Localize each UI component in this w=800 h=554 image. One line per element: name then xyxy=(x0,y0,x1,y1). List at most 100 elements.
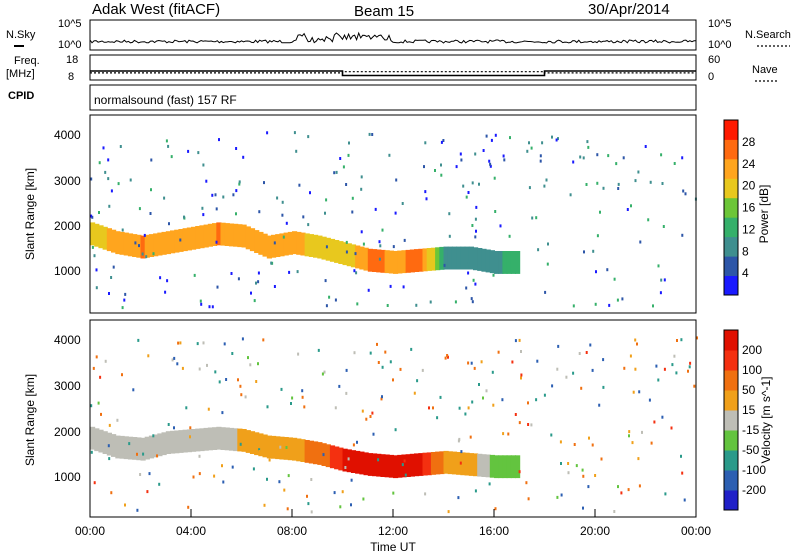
power-echo xyxy=(102,146,105,150)
velocity-echo xyxy=(573,443,576,446)
velocity-band-cell xyxy=(397,454,403,478)
velocity-echo xyxy=(310,510,313,514)
velocity-echo xyxy=(628,430,631,434)
power-band-cell xyxy=(422,248,428,272)
power-echo xyxy=(360,175,363,179)
velocity-echo xyxy=(108,457,111,461)
velocity-echo xyxy=(108,423,111,427)
power-echo xyxy=(119,145,122,148)
velocity-echo xyxy=(198,454,201,458)
velocity-echo xyxy=(670,426,673,430)
velocity-echo xyxy=(90,450,93,454)
velocity-band-cell xyxy=(388,454,394,478)
velocity-band-cell xyxy=(401,454,407,478)
power-band-cell xyxy=(439,246,445,270)
velocity-echo xyxy=(392,491,395,495)
freq-panel-frame xyxy=(89,54,697,81)
power-echo xyxy=(478,182,480,186)
power-echo xyxy=(333,171,336,175)
velocity-band-cell xyxy=(372,453,378,477)
power-echo xyxy=(141,252,144,256)
power-band-cell xyxy=(119,231,125,255)
power-colorbar-tick: 16 xyxy=(742,201,756,215)
power-echo xyxy=(585,183,588,186)
velocity-band-cell xyxy=(233,428,239,452)
power-echo xyxy=(634,179,637,183)
power-echo xyxy=(214,193,217,197)
power-echo xyxy=(356,302,359,306)
velocity-echo xyxy=(167,423,170,426)
power-echo xyxy=(485,134,488,138)
power-colorbar: 28 24 20 16 12 8 4 xyxy=(723,119,756,296)
power-colorbar-swatch xyxy=(724,275,738,296)
velocity-colorbar-label: Velocity [m s^-1] xyxy=(759,377,773,464)
power-band-cell xyxy=(506,251,512,274)
date-title: 30/Apr/2014 xyxy=(588,1,670,18)
velocity-band-cell xyxy=(342,448,348,472)
velocity-echo xyxy=(297,352,300,356)
nave-tick-top: 60 xyxy=(708,54,720,66)
power-band-cell xyxy=(338,241,344,264)
velocity-colorbar-tick: 15 xyxy=(742,403,756,417)
velocity-band-cell xyxy=(418,453,424,476)
x-tick-label: 08:00 xyxy=(277,524,307,538)
velocity-echo xyxy=(258,450,261,453)
velocity-echo xyxy=(171,358,174,362)
power-echo xyxy=(528,141,530,145)
power-echo xyxy=(394,211,397,215)
velocity-band-cell xyxy=(279,436,285,460)
velocity-colorbar-swatch xyxy=(724,470,738,491)
velocity-echo xyxy=(303,405,306,409)
power-echo xyxy=(594,302,597,306)
power-echo xyxy=(238,180,241,184)
power-echo xyxy=(467,261,470,265)
power-band-cell xyxy=(329,238,336,262)
power-echo xyxy=(423,165,425,169)
velocity-echo xyxy=(634,338,637,342)
velocity-echo xyxy=(377,458,380,462)
velocity-band-cell xyxy=(178,430,184,453)
velocity-echo xyxy=(221,464,223,468)
velocity-echo xyxy=(218,380,221,384)
velocity-band-cell xyxy=(212,427,218,450)
power-echo xyxy=(403,238,406,242)
power-echo xyxy=(395,178,398,182)
velocity-echo xyxy=(136,452,138,456)
power-echo xyxy=(657,264,660,268)
velocity-echo xyxy=(428,406,430,410)
velocity-echo xyxy=(266,405,269,409)
velocity-echo xyxy=(641,430,643,434)
velocity-echo xyxy=(680,338,683,342)
velocity-echo xyxy=(617,485,619,489)
power-echo xyxy=(296,270,299,274)
power-echo xyxy=(488,159,491,163)
velocity-band-cell xyxy=(430,452,437,475)
power-band-cell xyxy=(111,229,117,253)
velocity-echo xyxy=(206,363,208,367)
power-echo xyxy=(490,138,493,142)
velocity-echo xyxy=(634,367,637,371)
power-echo xyxy=(663,278,666,282)
power-band-cell xyxy=(481,248,487,272)
power-echo xyxy=(150,158,153,162)
power-echo xyxy=(150,188,152,192)
power-band-cell xyxy=(325,237,331,261)
velocity-echo xyxy=(591,443,594,447)
velocity-echo xyxy=(156,454,158,458)
power-echo xyxy=(138,244,140,248)
power-band-cell xyxy=(435,247,441,271)
velocity-echo xyxy=(459,461,462,465)
noise-left-tick-top: 10^5 xyxy=(58,18,82,30)
power-echo xyxy=(215,207,218,211)
power-echo xyxy=(499,224,502,228)
velocity-echo xyxy=(511,360,514,364)
power-echo xyxy=(351,210,354,214)
velocity-echo xyxy=(663,367,666,371)
power-echo xyxy=(555,138,558,142)
power-echo xyxy=(475,205,478,209)
power-echo xyxy=(324,211,326,215)
velocity-echo xyxy=(436,416,439,420)
power-band-cell xyxy=(224,223,230,246)
power-band-cell xyxy=(401,250,407,274)
